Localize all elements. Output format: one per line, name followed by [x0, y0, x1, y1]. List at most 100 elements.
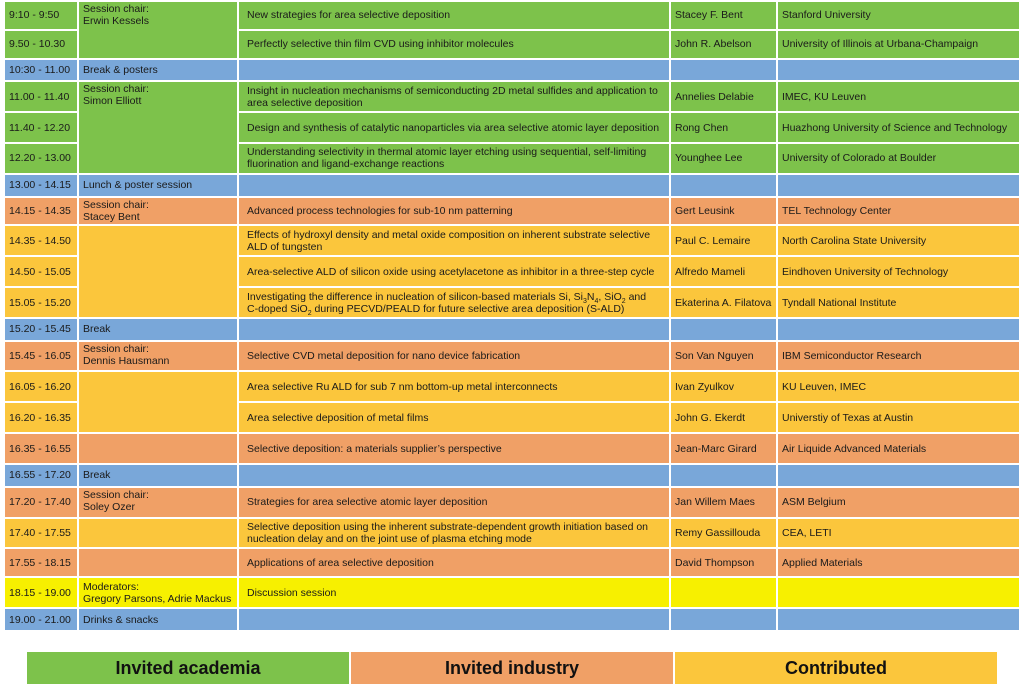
table-row: 15.20 - 15.45 Break	[5, 318, 1019, 340]
talk-title: Strategies for area selective atomic lay…	[239, 487, 669, 517]
speaker: Rong Chen	[671, 113, 776, 142]
talk-title: Effects of hydroxyl density and metal ox…	[239, 226, 669, 256]
speaker: Remy Gassillouda	[671, 518, 776, 548]
speaker: Alfredo Mameli	[671, 257, 776, 287]
chair-name: Dennis Hausmann	[83, 354, 170, 367]
session-chair-cell: Session chair: Dennis Hausmann	[79, 341, 237, 371]
speaker: Ivan Zyulkov	[671, 372, 776, 402]
time-cell: 14.50 - 15.05	[5, 257, 77, 287]
time-cell: 15.20 - 15.45	[5, 318, 77, 340]
time-cell: 17.40 - 17.55	[5, 518, 77, 548]
chair-name: Erwin Kessels	[83, 15, 149, 27]
table-row: 14.15 - 14.35 Session chair: Stacey Bent…	[5, 197, 1019, 225]
talk-title: Area-selective ALD of silicon oxide usin…	[239, 257, 669, 287]
table-row: 10:30 - 11.00 Break & posters	[5, 59, 1019, 81]
speaker: John G. Ekerdt	[671, 403, 776, 433]
speaker: Jean-Marc Girard	[671, 434, 776, 464]
time-cell: 19.00 - 21.00	[5, 609, 77, 630]
table-row: 15.45 - 16.05 Session chair: Dennis Haus…	[5, 341, 1019, 371]
affiliation: Applied Materials	[778, 549, 1019, 577]
affiliation: IMEC, KU Leuven	[778, 82, 1019, 112]
session-chair-cell: Session chair: Simon Elliott	[79, 82, 237, 173]
affiliation: TEL Technology Center	[778, 197, 1019, 225]
break-label: Break	[79, 465, 237, 486]
talk-title: Understanding selectivity in thermal ato…	[239, 144, 669, 173]
legend-invited-academia: Invited academia	[27, 652, 349, 684]
break-label: Lunch & poster session	[79, 174, 237, 196]
break-label: Break & posters	[79, 59, 237, 81]
schedule-table: 9:10 - 9:50 Session chair: Erwin Kessels…	[3, 0, 1021, 632]
time-cell: 17.20 - 17.40	[5, 487, 77, 517]
table-row: 11.40 - 12.20 Design and synthesis of ca…	[5, 113, 1019, 142]
time-cell: 11.00 - 11.40	[5, 82, 77, 112]
session-chair-cell: Session chair: Stacey Bent	[79, 197, 237, 225]
speaker: Paul C. Lemaire	[671, 226, 776, 256]
time-cell: 16.55 - 17.20	[5, 465, 77, 486]
time-cell: 10:30 - 11.00	[5, 59, 77, 81]
affiliation: Eindhoven University of Technology	[778, 257, 1019, 287]
speaker: Gert Leusink	[671, 197, 776, 225]
table-row: 16.05 - 16.20 Area selective Ru ALD for …	[5, 372, 1019, 433]
talk-title: Perfectly selective thin film CVD using …	[239, 30, 669, 58]
speaker: Jan Willem Maes	[671, 487, 776, 517]
legend-contributed: Contributed	[675, 652, 997, 684]
speaker: Son Van Nguyen	[671, 341, 776, 371]
table-row: 12.20 - 13.00 Understanding selectivity …	[5, 144, 1019, 173]
talk-title: Selective deposition: a materials suppli…	[239, 434, 669, 464]
table-row: 9.50 - 10.30 Perfectly selective thin fi…	[5, 30, 1019, 58]
chair-label: Moderators:	[83, 580, 140, 593]
chair-label: Session chair:	[83, 198, 149, 211]
affiliation: IBM Semiconductor Research	[778, 341, 1019, 371]
table-row: 17.20 - 17.40 Session chair: Soley Ozer …	[5, 487, 1019, 517]
table-row: 16.55 - 17.20 Break	[5, 465, 1019, 486]
break-label: Break	[79, 318, 237, 340]
time-cell: 14.15 - 14.35	[5, 197, 77, 225]
time-cell: 11.40 - 12.20	[5, 113, 77, 142]
time-cell: 17.55 - 18.15	[5, 549, 77, 577]
talk-title: Advanced process technologies for sub-10…	[239, 197, 669, 225]
table-row: 18.15 - 19.00 Moderators: Gregory Parson…	[5, 578, 1019, 608]
time-cell: 16.05 - 16.20	[5, 372, 77, 402]
session-chair-cell: Moderators: Gregory Parsons, Adrie Macku…	[79, 578, 237, 608]
time-cell: 15.45 - 16.05	[5, 341, 77, 371]
table-row: 19.00 - 21.00 Drinks & snacks	[5, 609, 1019, 630]
chair-label: Session chair:	[83, 342, 149, 355]
chair-label: Session chair:	[83, 83, 149, 96]
legend: Invited academia Invited industry Contri…	[27, 652, 997, 684]
affiliation: ASM Belgium	[778, 487, 1019, 517]
time-cell: 16.20 - 16.35	[5, 403, 77, 433]
affiliation: KU Leuven, IMEC	[778, 372, 1019, 402]
speaker: Younghee Lee	[671, 144, 776, 173]
table-row: 16.35 - 16.55 Selective deposition: a ma…	[5, 434, 1019, 464]
speaker: John R. Abelson	[671, 30, 776, 58]
talk-title: Area selective Ru ALD for sub 7 nm botto…	[239, 372, 669, 402]
talk-title: Selective deposition using the inherent …	[239, 518, 669, 548]
table-row: 15.05 - 15.20 Investigating the differen…	[5, 288, 1019, 317]
affiliation: Air Liquide Advanced Materials	[778, 434, 1019, 464]
affiliation: Universtiy of Texas at Austin	[778, 403, 1019, 433]
speaker: Ekaterina A. Filatova	[671, 288, 776, 317]
time-cell: 14.35 - 14.50	[5, 226, 77, 256]
affiliation: University of Colorado at Boulder	[778, 144, 1019, 173]
session-chair-cell: Session chair: Erwin Kessels	[79, 2, 237, 58]
break-label: Drinks & snacks	[79, 609, 237, 630]
table-row: 14.50 - 15.05 Area-selective ALD of sili…	[5, 257, 1019, 287]
time-cell: 15.05 - 15.20	[5, 288, 77, 317]
affiliation: North Carolina State University	[778, 226, 1019, 256]
table-row: 16.20 - 16.35 Area selective deposition …	[5, 403, 1019, 433]
table-row: 14.35 - 14.50 Effects of hydroxyl densit…	[5, 226, 1019, 317]
talk-title: Area selective deposition of metal films	[239, 403, 669, 433]
affiliation: Huazhong University of Science and Techn…	[778, 113, 1019, 142]
table-row: 11.00 - 11.40 Session chair: Simon Ellio…	[5, 82, 1019, 173]
session-chair-cell: Session chair: Soley Ozer	[79, 487, 237, 517]
time-cell: 16.35 - 16.55	[5, 434, 77, 464]
affiliation: Stanford University	[778, 2, 1019, 29]
talk-title: Applications of area selective depositio…	[239, 549, 669, 577]
speaker: David Thompson	[671, 549, 776, 577]
time-cell: 18.15 - 19.00	[5, 578, 77, 608]
speaker: Annelies Delabie	[671, 82, 776, 112]
table-row: 17.40 - 17.55 Selective deposition using…	[5, 518, 1019, 548]
time-cell: 9.50 - 10.30	[5, 30, 77, 58]
time-cell: 12.20 - 13.00	[5, 144, 77, 173]
chair-name: Soley Ozer	[83, 500, 135, 513]
